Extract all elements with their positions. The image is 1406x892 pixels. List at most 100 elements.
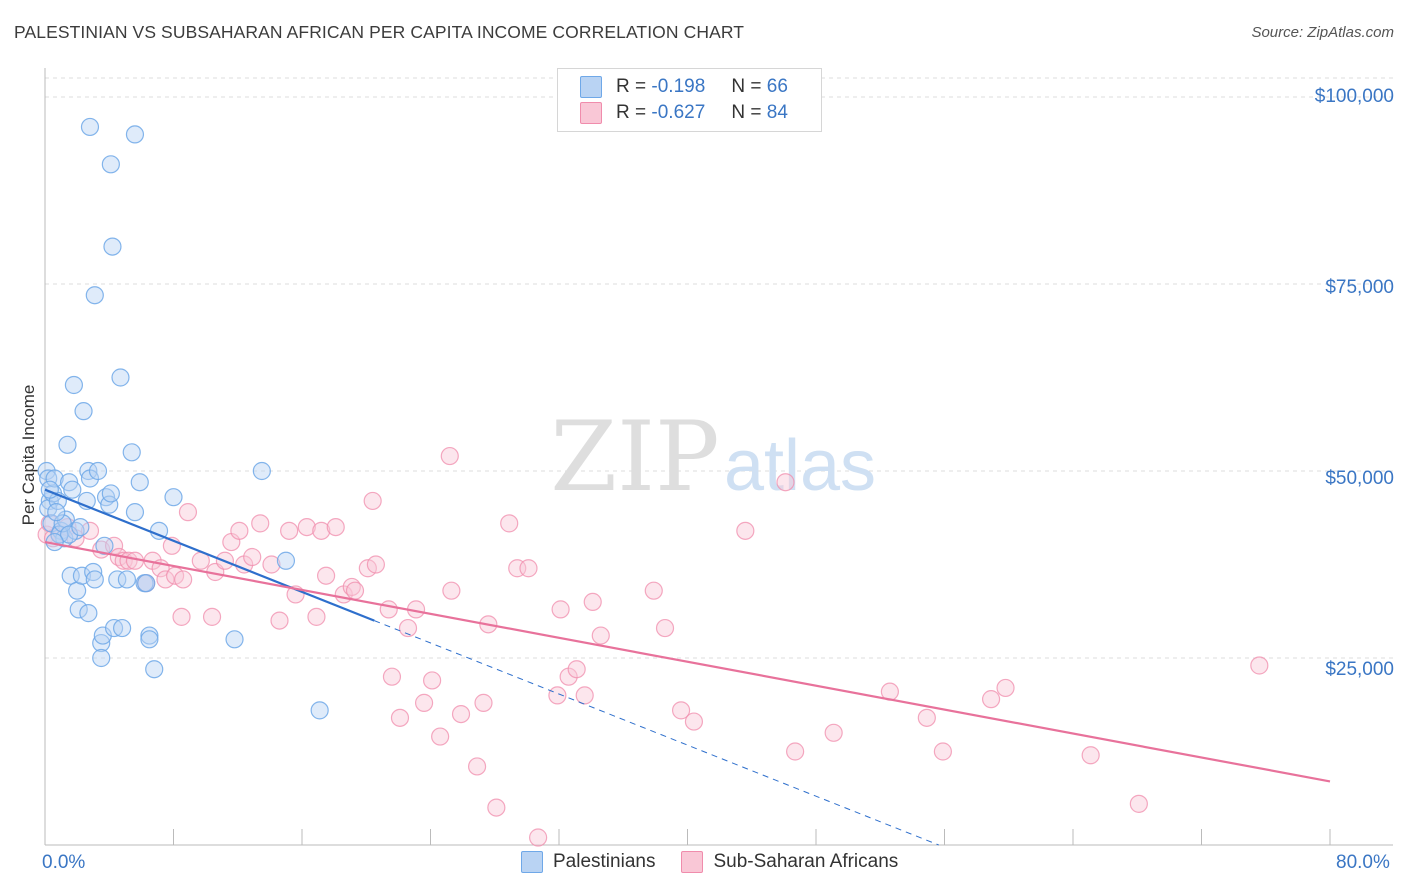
y-tick-label: $100,000	[1314, 86, 1394, 107]
subsaharan-point	[178, 503, 198, 522]
n-label: N =	[731, 76, 762, 97]
palestinians-swatch	[580, 76, 602, 98]
palestinian-point	[276, 551, 296, 570]
subsaharan-point	[382, 667, 402, 686]
series-legend: Palestinians Sub-Saharan Africans	[521, 851, 924, 873]
x-tick-label: 0.0%	[42, 852, 86, 873]
palestinian-point	[137, 574, 156, 593]
subsaharan-point	[1081, 746, 1100, 765]
subsaharan-point	[548, 686, 567, 705]
subsaharan-point	[917, 708, 936, 727]
palestinian-point	[125, 125, 145, 144]
palestinian-point	[92, 633, 111, 653]
subsaharan-point	[500, 514, 519, 533]
subsaharan-point	[591, 626, 610, 645]
subsaharan-point	[933, 742, 952, 761]
palestinian-point	[88, 461, 108, 481]
palestinian-point	[80, 117, 100, 137]
subsaharan-point	[316, 566, 336, 585]
subsaharan-point	[345, 581, 365, 600]
palestinian-point	[69, 600, 88, 619]
palestinian-point	[40, 480, 59, 499]
subsaharan-point	[684, 712, 704, 731]
subsaharan-point	[474, 693, 493, 712]
subsaharan-point	[390, 708, 410, 727]
palestinian-point	[79, 461, 98, 481]
subsaharan-point	[326, 517, 345, 537]
palestinian-point	[122, 443, 141, 462]
subsaharan-point	[487, 798, 506, 817]
palestinian-point	[145, 660, 164, 679]
source-label: Source: ZipAtlas.com	[1251, 24, 1394, 41]
subsaharan-point	[431, 727, 450, 746]
subsaharan-point	[442, 581, 461, 600]
subsaharan-point	[202, 607, 222, 626]
y-axis-label: Per Capita Income	[19, 384, 38, 526]
subsaharan-swatch	[681, 851, 704, 873]
correlation-legend: R = -0.198 N = 66 R = -0.627 N = 84	[557, 68, 822, 132]
r-label: R =	[616, 102, 647, 123]
subsaharan-swatch	[580, 102, 602, 124]
subsaharan-point	[451, 704, 471, 724]
palestinian-point	[108, 570, 127, 589]
palestinian-point	[85, 286, 104, 305]
subsaharan-trendline	[44, 540, 1331, 783]
subsaharan-point	[312, 521, 331, 540]
subsaharan-point	[519, 559, 538, 578]
subsaharan-point	[156, 570, 175, 589]
subsaharan-point	[981, 690, 1001, 709]
subsaharan-point	[262, 555, 281, 574]
subsaharan-point	[551, 600, 570, 619]
subsaharan-point	[243, 547, 262, 567]
subsaharan-point	[467, 757, 487, 776]
palestinian-point	[140, 630, 159, 649]
n-label: N =	[731, 102, 762, 123]
n-value: 84	[766, 102, 788, 123]
palestinian-point	[225, 630, 244, 649]
legend-item-palestinians[interactable]: Palestinians	[521, 851, 655, 873]
y-tick-label: $75,000	[1325, 277, 1394, 298]
chart-title: PALESTINIAN VS SUBSAHARAN AFRICAN PER CA…	[14, 22, 745, 42]
palestinian-point	[64, 375, 84, 395]
palestinian-point	[79, 604, 98, 623]
subsaharan-point	[655, 618, 675, 638]
subsaharan-point	[80, 521, 100, 540]
subsaharan-point	[583, 592, 602, 612]
palestinian-point	[84, 562, 103, 582]
subsaharan-point	[414, 693, 434, 712]
watermark-atlas: atlas	[724, 426, 876, 506]
subsaharan-point	[251, 514, 270, 533]
subsaharan-point	[230, 521, 249, 540]
legend-item-subsaharan[interactable]: Sub-Saharan Africans	[681, 851, 898, 873]
palestinian-point	[310, 701, 329, 720]
palestinian-point	[95, 536, 114, 555]
r-label: R =	[616, 76, 647, 97]
subsaharan-point	[736, 521, 755, 540]
subsaharan-point	[567, 660, 586, 679]
r-value: -0.627	[651, 102, 706, 123]
palestinian-point	[112, 618, 132, 638]
palestinian-point	[58, 435, 77, 454]
subsaharan-point	[529, 828, 548, 847]
palestinian-point	[74, 402, 93, 421]
legend-row-subsaharan: R = -0.627 N = 84	[580, 101, 788, 125]
palestinian-point	[130, 473, 149, 492]
y-tick-label: $50,000	[1325, 468, 1394, 489]
palestinian-trendline-extension	[374, 620, 939, 846]
y-tick-label: $25,000	[1325, 659, 1394, 680]
subsaharan-point	[379, 600, 398, 619]
palestinians-swatch	[521, 851, 543, 873]
subsaharan-point	[644, 581, 663, 600]
legend-row-palestinians: R = -0.198 N = 66	[580, 75, 788, 99]
legend-label: Sub-Saharan Africans	[713, 851, 899, 872]
palestinian-point	[63, 480, 82, 499]
subsaharan-point	[440, 446, 459, 466]
subsaharan-point	[297, 517, 316, 537]
palestinian-trendline	[44, 488, 375, 622]
palestinian-point	[53, 514, 72, 533]
palestinian-point	[125, 503, 145, 522]
palestinian-point	[100, 495, 119, 514]
subsaharan-point	[363, 491, 382, 511]
subsaharan-point	[575, 686, 594, 705]
